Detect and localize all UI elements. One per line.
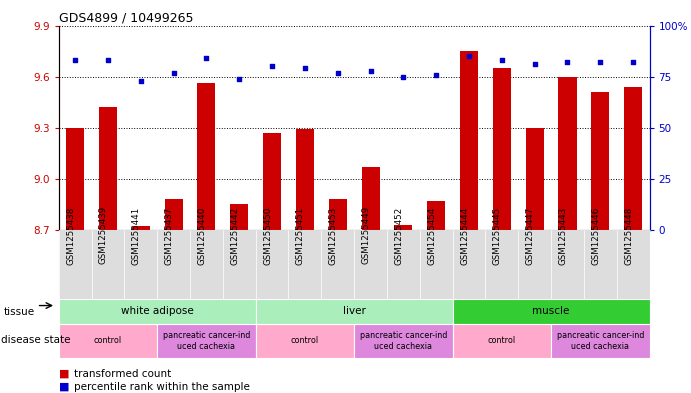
Bar	[296, 129, 314, 230]
Text: GDS4899 / 10499265: GDS4899 / 10499265	[59, 11, 193, 24]
Bar	[157, 230, 190, 299]
Text: GSM1255438: GSM1255438	[66, 206, 75, 264]
Point	[595, 59, 606, 66]
Text: control: control	[291, 336, 319, 345]
Bar	[591, 92, 609, 230]
Text: GSM1255449: GSM1255449	[361, 206, 370, 264]
Point	[102, 57, 113, 63]
Text: pancreatic cancer-ind
uced cachexia: pancreatic cancer-ind uced cachexia	[557, 331, 644, 351]
Point	[562, 59, 573, 66]
Point	[234, 75, 245, 82]
Text: GSM1255442: GSM1255442	[230, 206, 239, 264]
Bar	[124, 230, 158, 299]
Bar	[493, 68, 511, 230]
Text: disease state: disease state	[1, 335, 70, 345]
Point	[201, 55, 212, 61]
Bar	[321, 230, 354, 299]
Point	[299, 65, 310, 72]
Bar	[329, 199, 347, 230]
Text: GSM1255441: GSM1255441	[132, 206, 141, 264]
Text: GSM1255452: GSM1255452	[395, 206, 404, 264]
Text: GSM1255453: GSM1255453	[329, 206, 338, 264]
Text: control: control	[94, 336, 122, 345]
Point	[70, 57, 81, 63]
Bar	[427, 201, 445, 230]
Text: GSM1255445: GSM1255445	[493, 206, 502, 264]
Text: white adipose: white adipose	[121, 307, 193, 316]
Text: transformed count: transformed count	[74, 369, 171, 379]
Text: GSM1255440: GSM1255440	[198, 206, 207, 264]
Bar	[132, 226, 150, 230]
Text: GSM1255439: GSM1255439	[99, 206, 108, 264]
Bar	[256, 324, 354, 358]
Text: GSM1255451: GSM1255451	[296, 206, 305, 264]
Bar	[584, 230, 616, 299]
Bar	[526, 128, 544, 230]
Point	[398, 73, 409, 80]
Bar	[59, 299, 256, 324]
Bar	[558, 77, 576, 230]
Text: control: control	[488, 336, 516, 345]
Text: GSM1255446: GSM1255446	[591, 206, 600, 264]
Text: GSM1255450: GSM1255450	[263, 206, 272, 264]
Bar	[395, 225, 413, 230]
Bar	[551, 324, 650, 358]
Bar	[289, 230, 321, 299]
Point	[332, 70, 343, 76]
Text: ■: ■	[59, 382, 69, 392]
Bar	[624, 87, 642, 230]
Bar	[91, 230, 124, 299]
Bar	[256, 230, 289, 299]
Point	[627, 59, 638, 66]
Text: ■: ■	[59, 369, 69, 379]
Bar	[485, 230, 518, 299]
Point	[267, 63, 278, 70]
Bar	[164, 199, 182, 230]
Text: muscle: muscle	[532, 307, 570, 316]
Bar	[354, 324, 453, 358]
Point	[168, 70, 179, 76]
Bar	[453, 230, 485, 299]
Bar	[453, 324, 551, 358]
Bar	[66, 128, 84, 230]
Point	[365, 67, 376, 73]
Text: GSM1255444: GSM1255444	[460, 206, 469, 264]
Point	[496, 57, 507, 63]
Bar	[518, 230, 551, 299]
Bar	[361, 167, 379, 230]
Point	[464, 53, 475, 59]
Point	[430, 72, 442, 78]
Bar	[616, 230, 650, 299]
Bar	[158, 324, 256, 358]
Bar	[256, 299, 453, 324]
Text: tissue: tissue	[3, 307, 35, 317]
Bar	[59, 230, 91, 299]
Bar	[453, 299, 650, 324]
Bar	[198, 83, 216, 230]
Bar	[460, 51, 478, 230]
Text: liver: liver	[343, 307, 366, 316]
Text: GSM1255447: GSM1255447	[526, 206, 535, 264]
Bar	[419, 230, 453, 299]
Text: pancreatic cancer-ind
uced cachexia: pancreatic cancer-ind uced cachexia	[360, 331, 447, 351]
Point	[529, 61, 540, 68]
Bar	[59, 324, 158, 358]
Text: GSM1255454: GSM1255454	[427, 206, 436, 264]
Bar	[263, 133, 281, 230]
Bar	[190, 230, 223, 299]
Bar	[99, 107, 117, 230]
Bar	[354, 230, 387, 299]
Bar	[551, 230, 584, 299]
Text: GSM1255448: GSM1255448	[624, 206, 633, 264]
Bar	[387, 230, 419, 299]
Text: pancreatic cancer-ind
uced cachexia: pancreatic cancer-ind uced cachexia	[163, 331, 250, 351]
Text: GSM1255443: GSM1255443	[558, 206, 567, 264]
Text: percentile rank within the sample: percentile rank within the sample	[74, 382, 250, 392]
Point	[135, 77, 146, 84]
Text: GSM1255437: GSM1255437	[164, 206, 173, 264]
Bar	[230, 204, 248, 230]
Bar	[223, 230, 256, 299]
